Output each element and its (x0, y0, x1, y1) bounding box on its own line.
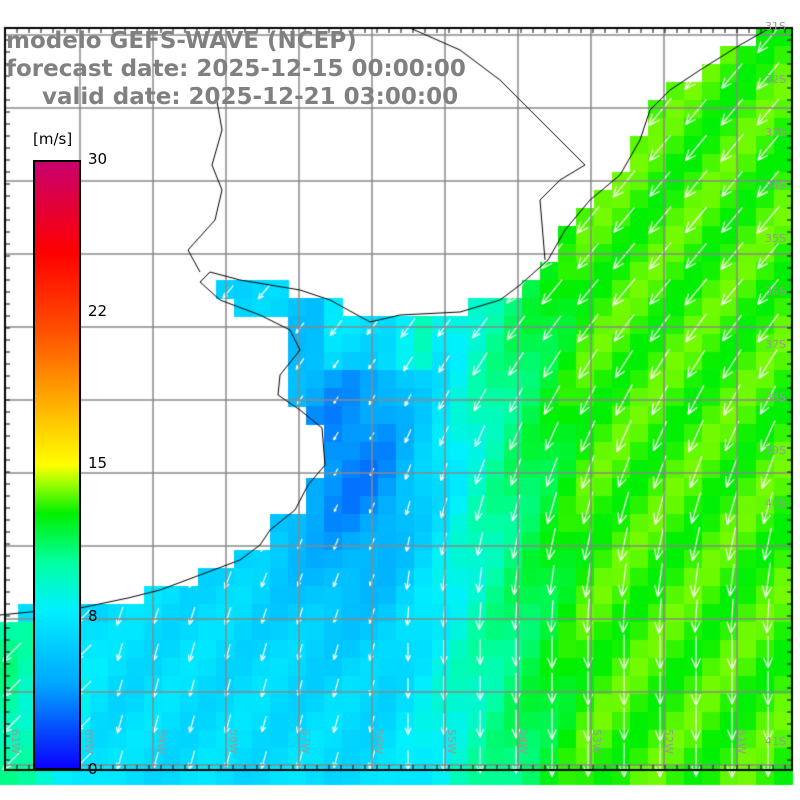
colorbar (33, 160, 81, 770)
colorbar-label: 30 (88, 150, 108, 168)
title-valid-date: valid date: 2025-12-21 03:00:00 (42, 84, 459, 110)
lat-label: 41S (765, 735, 786, 748)
lat-label: 33S (765, 126, 786, 139)
lon-label: 55W (444, 729, 458, 754)
lat-label: 37S (765, 338, 786, 351)
colorbar-label: 8 (88, 607, 98, 625)
lat-label: 32S (765, 73, 786, 86)
lon-label: 58W (226, 729, 240, 754)
lon-label: 61W (9, 729, 22, 754)
colorbar-label: 15 (88, 454, 108, 472)
lat-label: 36S (765, 285, 786, 298)
lon-label: 59W (154, 729, 168, 754)
lat-label: 34S (765, 179, 786, 192)
lat-label: 35S (765, 232, 786, 245)
lon-label: 60W (81, 729, 95, 754)
colorbar-label: 0 (88, 760, 98, 778)
lon-label: 51W (735, 729, 748, 754)
lon-label: 54W (517, 729, 531, 754)
lat-label: 38S (765, 391, 786, 404)
colorbar-label: 22 (88, 302, 108, 320)
lon-label: 53W (589, 729, 603, 754)
lat-label: 31S (765, 20, 786, 33)
title-model: modelo GEFS-WAVE (NCEP) (6, 28, 357, 54)
lon-label: 57W (299, 729, 313, 754)
lat-label: 39S (765, 444, 786, 457)
lon-label: 52W (662, 729, 676, 754)
colorbar-unit: [m/s] (33, 130, 73, 148)
lat-label: 40S (765, 497, 786, 510)
lon-label: 56W (372, 729, 385, 754)
title-forecast-date: forecast date: 2025-12-15 00:00:00 (6, 56, 466, 82)
